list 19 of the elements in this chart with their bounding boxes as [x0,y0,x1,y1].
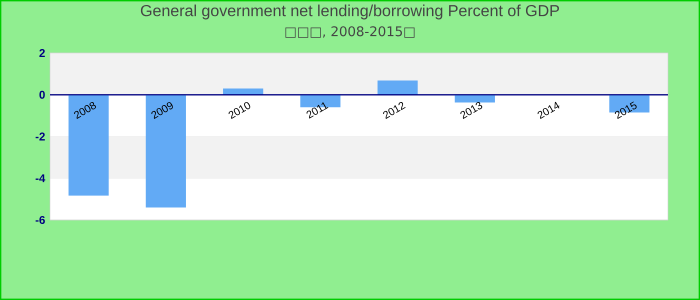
x-tick-label: 2008 [74,102,96,119]
y-tick-label: -4 [36,174,46,182]
x-tick-label: 2015 [614,101,637,119]
y-tick-label: 2 [39,49,45,57]
chart-title: General government net lending/borrowing Percent of GDP [140,4,559,20]
y-tick-label: -6 [36,216,45,224]
bar [68,94,109,196]
x-tick-label: 2012 [383,102,406,119]
x-tick-label: 2010 [228,102,250,119]
x-tick-label: 2009 [151,102,173,119]
bar [378,80,418,95]
bar [454,94,495,102]
x-tick-label: 2013 [460,102,482,119]
bar [146,94,186,208]
x-tick-label: 2011 [306,102,328,119]
y-tick-label: -2 [36,132,45,140]
y-tick-label: 0 [39,90,45,99]
x-tick-label: 2014 [538,102,560,119]
chart-subtitle: □□□, 2008-2015□ [285,26,415,38]
